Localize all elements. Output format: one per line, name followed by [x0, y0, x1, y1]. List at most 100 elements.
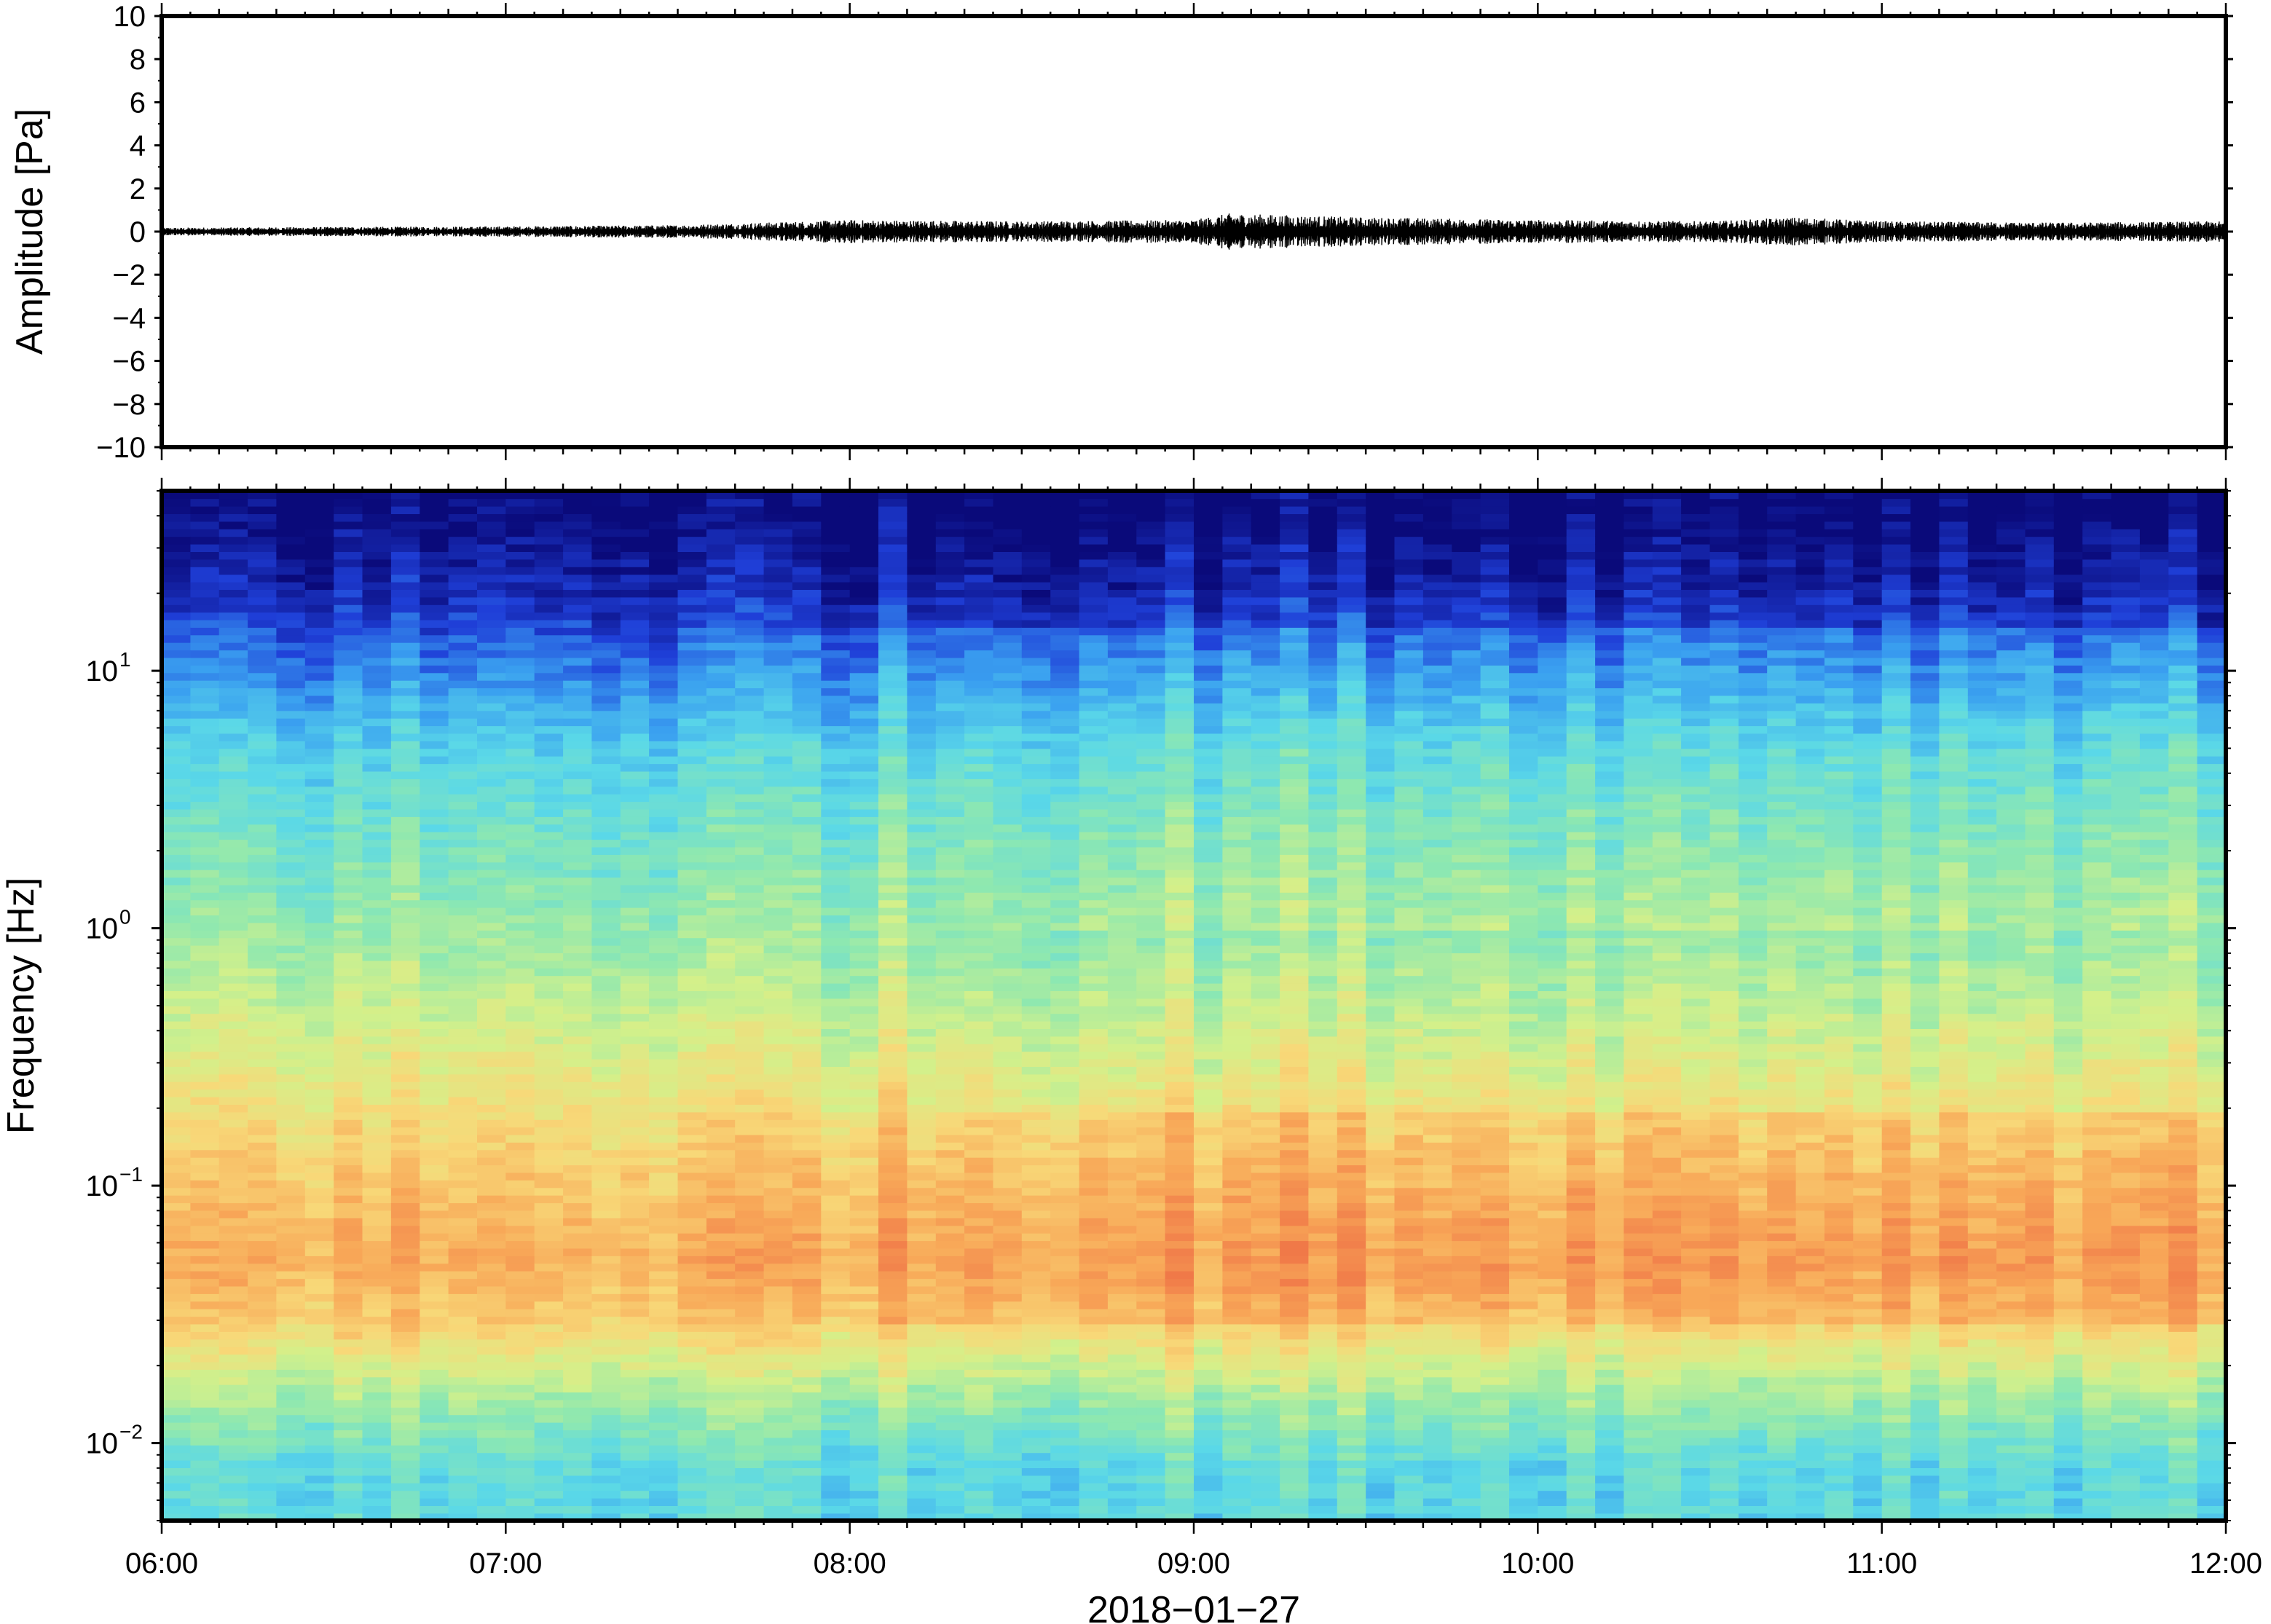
- spectrogram-cell: [1136, 884, 1166, 893]
- spectrogram-cell: [993, 710, 1023, 719]
- spectrogram-cell: [735, 1240, 765, 1249]
- spectrogram-cell: [448, 1020, 478, 1029]
- spectrogram-cell: [1079, 505, 1109, 514]
- spectrogram-cell: [334, 755, 363, 765]
- spectrogram-cell: [448, 1210, 478, 1218]
- spectrogram-cell: [448, 1376, 478, 1385]
- spectrogram-cell: [534, 899, 564, 908]
- spectrogram-cell: [993, 1301, 1023, 1309]
- spectrogram-cell: [1136, 1066, 1166, 1075]
- spectrogram-cell: [849, 672, 879, 681]
- spectrogram-cell: [390, 808, 421, 817]
- spectrogram-cell: [763, 687, 793, 696]
- spectrogram-cell: [849, 1301, 879, 1309]
- spectrogram-cell: [763, 1066, 793, 1075]
- spectrogram-cell: [276, 559, 306, 567]
- spectrogram-cell: [649, 884, 679, 893]
- spectrogram-cell: [362, 1323, 392, 1332]
- spectrogram-cell: [735, 793, 765, 803]
- spectrogram-cell: [735, 687, 765, 696]
- spectrogram-cell: [1079, 930, 1109, 939]
- spectrogram-cell: [563, 1369, 593, 1378]
- spectrogram-cell: [276, 801, 306, 810]
- spectrogram-cell: [1136, 1156, 1166, 1166]
- spectrogram-cell: [276, 953, 306, 961]
- spectrogram-cell: [1021, 567, 1051, 575]
- spectrogram-cell: [477, 770, 507, 779]
- spectrogram-cell: [190, 1339, 220, 1347]
- spectrogram-cell: [1021, 1247, 1051, 1256]
- spectrogram-cell: [420, 1187, 449, 1196]
- spectrogram-cell: [534, 1285, 564, 1294]
- spectrogram-cell: [1136, 1285, 1166, 1294]
- spectrogram-cell: [849, 1104, 879, 1113]
- spectrogram-cell: [1050, 770, 1080, 779]
- spectrogram-cell: [162, 589, 192, 598]
- spectrogram-cell: [907, 733, 937, 741]
- spectrogram-cell: [993, 1430, 1023, 1438]
- spectrogram-cell: [477, 679, 507, 689]
- spectrogram-cell: [390, 505, 421, 514]
- spectrogram-cell: [477, 968, 507, 977]
- spectrogram-cell: [420, 990, 449, 999]
- spectrogram-cell: [190, 1149, 220, 1158]
- spectrogram-cell: [334, 596, 363, 605]
- spectrogram-cell: [878, 1225, 908, 1234]
- spectrogram-cell: [907, 892, 937, 901]
- spectrogram-cell: [591, 634, 621, 643]
- spectrogram-cell: [276, 1490, 306, 1499]
- spectrogram-cell: [162, 770, 192, 779]
- spectrogram-cell: [993, 1459, 1023, 1468]
- spectrogram-cell: [907, 498, 937, 507]
- spectrogram-cell: [1050, 922, 1080, 931]
- spectrogram-cell: [505, 990, 535, 999]
- spectrogram-cell: [1107, 786, 1138, 795]
- spectrogram-cell: [420, 1467, 449, 1476]
- spectrogram-cell: [1079, 1497, 1109, 1506]
- spectrogram-cell: [821, 1256, 851, 1264]
- spectrogram-cell: [763, 839, 793, 848]
- spectrogram-cell: [304, 657, 334, 666]
- spectrogram-cell: [821, 1006, 851, 1014]
- spectrogram-cell: [1050, 839, 1080, 848]
- spectrogram-cell: [304, 1256, 334, 1264]
- spectrogram-cell: [735, 1437, 765, 1446]
- spectrogram-cell: [162, 574, 192, 583]
- spectrogram-cell: [505, 1134, 535, 1143]
- spectrogram-cell: [1107, 1247, 1138, 1256]
- spectrogram-cell: [276, 779, 306, 787]
- spectrogram-cell: [534, 1467, 564, 1476]
- spectrogram-cell: [763, 975, 793, 984]
- spectrogram-cell: [304, 733, 334, 741]
- spectrogram-cell: [390, 1194, 421, 1204]
- spectrogram-cell: [477, 1232, 507, 1242]
- spectrogram-cell: [649, 1285, 679, 1294]
- spectrogram-cell: [763, 1270, 793, 1280]
- spectrogram-cell: [677, 1263, 707, 1272]
- spectrogram-cell: [390, 1051, 421, 1060]
- spectrogram-cell: [620, 1006, 650, 1014]
- spectrogram-cell: [821, 1392, 851, 1400]
- spectrogram-cell: [1165, 1445, 1194, 1454]
- spectrogram-cell: [276, 1407, 306, 1416]
- spectrogram-cell: [420, 567, 449, 575]
- spectrogram-cell: [591, 945, 621, 953]
- spectrogram-cell: [1050, 634, 1080, 643]
- spectrogram-cell: [534, 1452, 564, 1461]
- spectrogram-cell: [735, 1483, 765, 1491]
- spectrogram-cell: [1107, 536, 1138, 545]
- spectrogram-cell: [219, 877, 248, 886]
- spectrogram-cell: [706, 521, 736, 529]
- spectrogram-cell: [591, 1119, 621, 1128]
- spectrogram-cell: [190, 1180, 220, 1189]
- spectrogram-cell: [878, 733, 908, 741]
- spectrogram-cell: [935, 1399, 965, 1408]
- spectrogram-cell: [362, 1096, 392, 1105]
- spectrogram-cell: [1136, 551, 1166, 560]
- spectrogram-cell: [878, 1414, 908, 1423]
- spectrogram-cell: [935, 786, 965, 795]
- spectrogram-cell: [792, 1256, 822, 1264]
- spectrogram-cell: [735, 779, 765, 787]
- spectrogram-cell: [190, 1058, 220, 1067]
- spectrogram-cell: [935, 846, 965, 855]
